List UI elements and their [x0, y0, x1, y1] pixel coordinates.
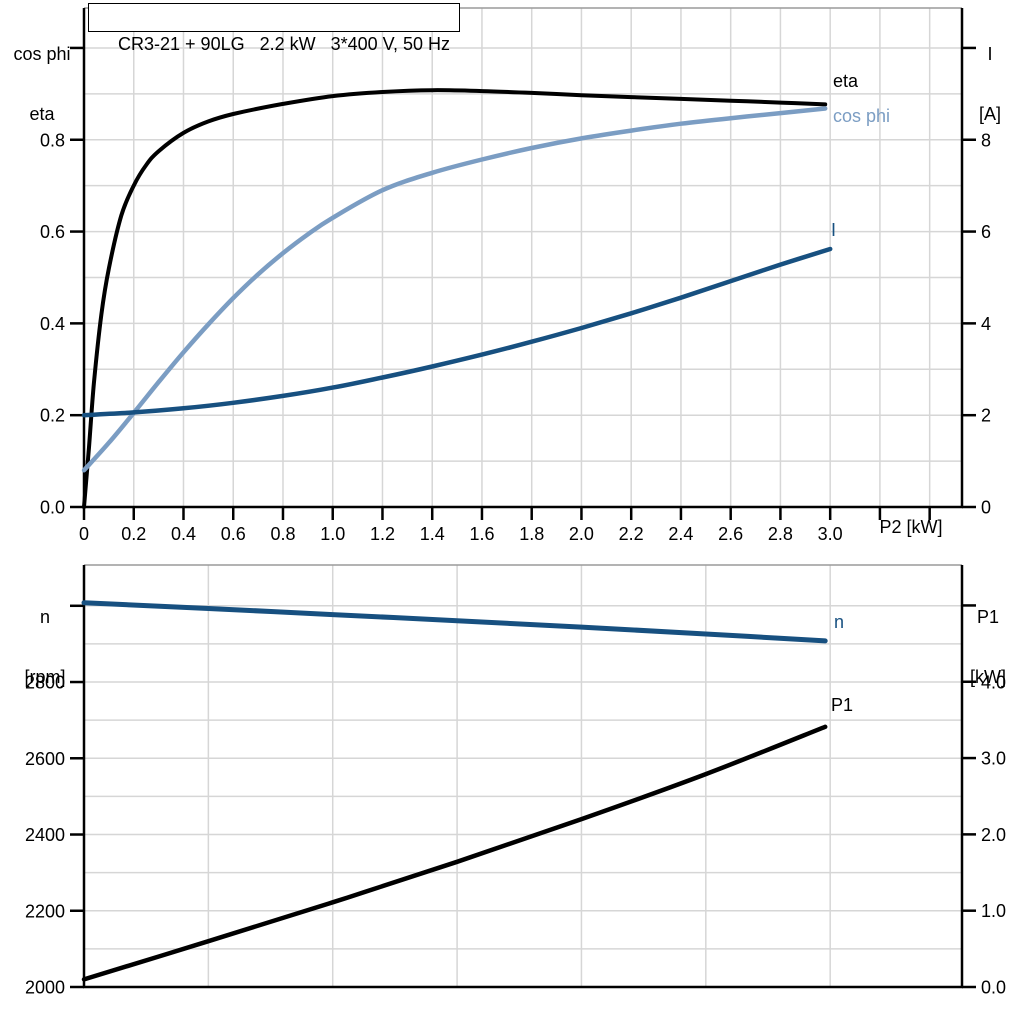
chart-title: CR3-21 + 90LG 2.2 kW 3*400 V, 50 Hz [118, 34, 451, 54]
axis-title-p1-unit: [kW] [970, 667, 1006, 687]
x-tick-label: 0.2 [121, 524, 146, 544]
left-tick-label: 2000 [25, 978, 65, 998]
axis-title-current-unit: [A] [978, 104, 1001, 124]
left-tick-label: 0.4 [40, 314, 65, 334]
right-tick-label: 8 [981, 130, 991, 150]
axis-title-speed: n [39, 607, 50, 627]
left-tick-label: 0.0 [40, 498, 65, 518]
x-tick-label: 0 [79, 524, 89, 544]
curve-label-speed: n [834, 612, 845, 632]
left-tick-label: 2200 [25, 901, 65, 921]
left-tick-label: 0.2 [40, 406, 65, 426]
x-tick-label: 1.8 [519, 524, 544, 544]
series-I [81, 246, 833, 418]
x-tick-label: 2.4 [668, 524, 693, 544]
left-tick-label: 2800 [25, 673, 65, 693]
axis-title-cos-phi: cos phi [13, 44, 71, 64]
axis-title-current: I [987, 44, 993, 64]
right-tick-label: 1.0 [981, 901, 1006, 921]
axis-title-p1: P1 [976, 607, 1000, 627]
x-tick-label: 3.0 [818, 524, 843, 544]
curve-label-cos-phi: cos phi [833, 106, 891, 126]
right-tick-label: 6 [981, 222, 991, 242]
right-tick-label: 2 [981, 406, 991, 426]
axis-title-top-left: cos phi eta [2, 4, 82, 164]
left-tick-label: 2400 [25, 825, 65, 845]
x-tick-label: 0.6 [221, 524, 246, 544]
chart-title-box: CR3-21 + 90LG 2.2 kW 3*400 V, 50 Hz [88, 3, 461, 54]
x-tick-label: 2.8 [768, 524, 793, 544]
x-tick-label: 2.0 [569, 524, 594, 544]
axis-title-top-right: I [A] [964, 4, 1016, 164]
x-axis-label: P2 [kW] [879, 517, 943, 537]
x-tick-label: 1.2 [370, 524, 395, 544]
x-tick-label: 2.2 [619, 524, 644, 544]
x-tick-label: 1.4 [420, 524, 445, 544]
series-n [81, 600, 828, 644]
x-tick-label: 1.0 [320, 524, 345, 544]
curve-label-current: I [831, 220, 837, 240]
axis-title-speed-unit: [rpm] [24, 667, 66, 687]
right-tick-label: 4 [981, 314, 991, 334]
right-tick-label: 2.0 [981, 825, 1006, 845]
series-cos-phi [81, 106, 828, 473]
series-P1 [81, 724, 828, 982]
right-tick-label: 3.0 [981, 749, 1006, 769]
left-tick-label: 0.8 [40, 130, 65, 150]
curve-label-eta: eta [833, 71, 859, 91]
axis-title-bottom-right: P1 [kW] [955, 567, 1021, 727]
right-tick-label: 0 [981, 498, 991, 518]
axis-title-bottom-left: n [rpm] [8, 567, 82, 727]
left-tick-label: 2600 [25, 749, 65, 769]
series-eta [82, 88, 828, 509]
curve-label-p1: P1 [831, 695, 854, 715]
axis-title-eta: eta [29, 104, 55, 124]
right-tick-label: 4.0 [981, 672, 1006, 692]
left-tick-label: 0.6 [40, 222, 65, 242]
x-tick-label: 1.6 [469, 524, 494, 544]
right-tick-label: 0.0 [981, 978, 1006, 998]
x-tick-label: 0.4 [171, 524, 196, 544]
x-tick-label: 0.8 [270, 524, 295, 544]
x-tick-label: 2.6 [718, 524, 743, 544]
